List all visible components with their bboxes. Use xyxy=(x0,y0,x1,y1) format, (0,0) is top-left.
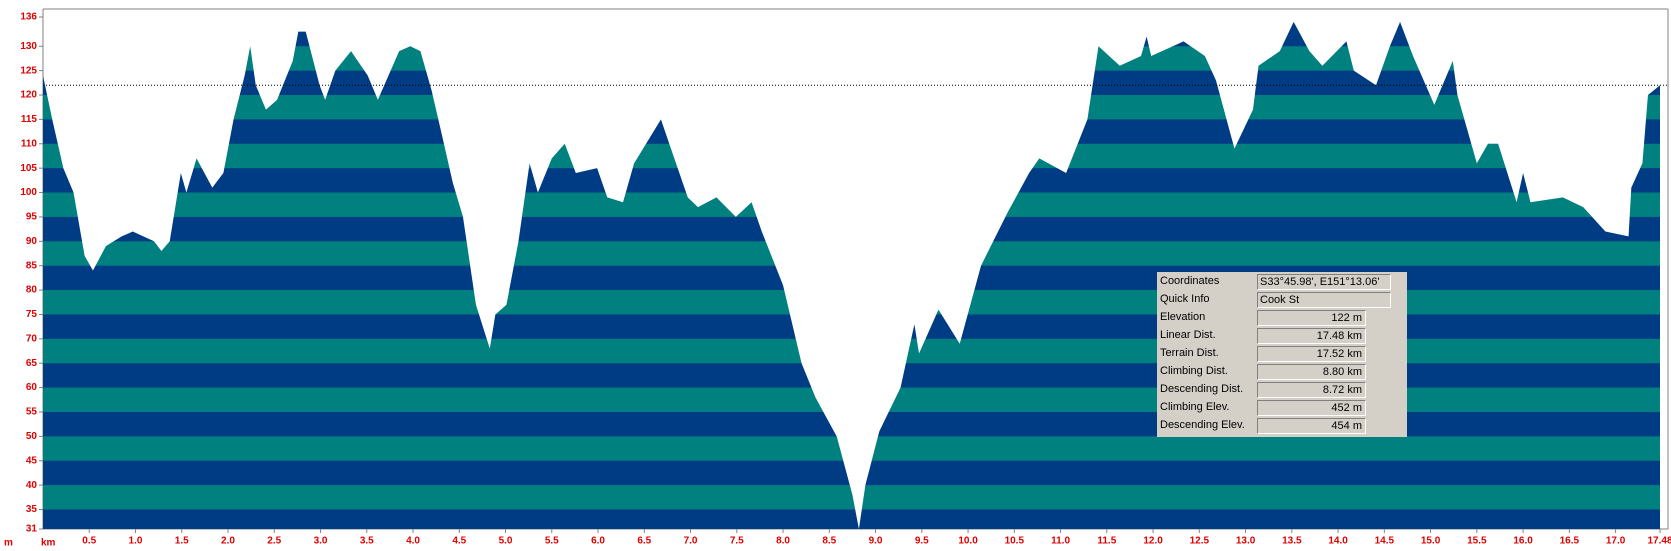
y-tick-label: 125 xyxy=(20,65,37,76)
info-value: Cook St xyxy=(1257,292,1391,308)
info-label: Quick Info xyxy=(1160,293,1210,305)
x-tick-label: 12.0 xyxy=(1143,536,1163,547)
x-tick-label: 10.0 xyxy=(958,536,978,547)
x-tick-label: 9.5 xyxy=(915,536,929,547)
info-label: Descending Dist. xyxy=(1160,383,1244,395)
y-tick-label: 136 xyxy=(20,12,37,23)
x-tick-label: 7.0 xyxy=(684,536,698,547)
info-row: Quick Info Cook St xyxy=(1157,291,1407,309)
info-row: Descending Dist. 8.72 km xyxy=(1157,381,1407,399)
x-tick-label: 5.0 xyxy=(499,536,513,547)
y-tick-label: 130 xyxy=(20,41,37,52)
y-tick-label: 85 xyxy=(26,260,38,271)
info-value: 17.52 km xyxy=(1257,346,1366,362)
info-label: Coordinates xyxy=(1160,275,1220,287)
y-tick-label: 90 xyxy=(26,236,38,247)
x-tick-label: 8.5 xyxy=(822,536,836,547)
y-tick-label: 115 xyxy=(21,114,38,125)
x-tick-label: 17.48 xyxy=(1647,536,1671,547)
y-tick-label: 120 xyxy=(20,90,37,101)
info-value: 8.80 km xyxy=(1257,364,1366,380)
info-label: Climbing Dist. xyxy=(1160,365,1228,377)
x-axis-label: km xyxy=(41,538,56,549)
x-tick-label: 6.0 xyxy=(591,536,605,547)
info-row: Linear Dist. 17.48 km xyxy=(1157,327,1407,345)
info-label: Elevation xyxy=(1160,311,1206,323)
x-tick-label: 16.5 xyxy=(1560,536,1580,547)
x-tick-label: 10.5 xyxy=(1005,536,1025,547)
x-tick-label: 11.0 xyxy=(1051,536,1070,547)
info-row: Climbing Dist. 8.80 km xyxy=(1157,363,1407,381)
info-panel: Coordinates S33°45.98', E151°13.06' Quick … xyxy=(1157,272,1407,437)
info-label: Descending Elev. xyxy=(1160,419,1245,431)
info-value: S33°45.98', E151°13.06' xyxy=(1257,274,1391,290)
x-tick-label: 15.0 xyxy=(1421,536,1441,547)
x-tick-label: 16.0 xyxy=(1513,536,1533,547)
info-label: Terrain Dist. xyxy=(1160,347,1219,359)
x-tick-label: 14.0 xyxy=(1328,536,1348,547)
x-tick-label: 15.5 xyxy=(1467,536,1487,547)
info-value: 17.48 km xyxy=(1257,328,1366,344)
x-tick-label: 4.5 xyxy=(452,536,466,547)
y-tick-label: 55 xyxy=(26,407,38,418)
y-tick-label: 60 xyxy=(26,382,38,393)
x-tick-label: 5.5 xyxy=(545,536,559,547)
info-label: Climbing Elev. xyxy=(1160,401,1230,413)
x-tick-label: 11.5 xyxy=(1097,536,1116,547)
y-tick-label: 95 xyxy=(26,212,38,223)
y-tick-label: 110 xyxy=(21,138,38,149)
info-row: Descending Elev. 454 m xyxy=(1157,417,1407,435)
y-tick-label: 31 xyxy=(26,524,38,535)
x-tick-label: 7.5 xyxy=(730,536,744,547)
x-tick-label: 1.5 xyxy=(175,536,189,547)
x-tick-label: 17.0 xyxy=(1606,536,1626,547)
x-tick-label: 13.5 xyxy=(1282,536,1302,547)
x-tick-label: 1.0 xyxy=(129,536,143,547)
info-row: Terrain Dist. 17.52 km xyxy=(1157,345,1407,363)
info-label: Linear Dist. xyxy=(1160,329,1216,341)
x-tick-label: 13.0 xyxy=(1236,536,1256,547)
x-tick-label: 6.5 xyxy=(637,536,651,547)
info-row: Climbing Elev. 452 m xyxy=(1157,399,1407,417)
info-value: 122 m xyxy=(1257,310,1366,326)
info-value: 8.72 km xyxy=(1257,382,1366,398)
info-value: 454 m xyxy=(1257,418,1366,434)
x-tick-label: 4.0 xyxy=(406,536,420,547)
x-tick-label: 3.5 xyxy=(360,536,374,547)
info-row: Coordinates S33°45.98', E151°13.06' xyxy=(1157,273,1407,291)
y-tick-label: 35 xyxy=(26,504,38,515)
x-tick-label: 2.0 xyxy=(221,536,235,547)
x-tick-label: 2.5 xyxy=(267,536,281,547)
x-tick-label: 0.5 xyxy=(82,536,96,547)
y-tick-label: 65 xyxy=(26,358,38,369)
x-tick-label: 8.0 xyxy=(776,536,790,547)
y-tick-label: 50 xyxy=(26,431,38,442)
x-tick-label: 12.5 xyxy=(1190,536,1210,547)
y-tick-label: 40 xyxy=(26,480,38,491)
y-tick-label: 100 xyxy=(20,187,37,198)
y-tick-label: 105 xyxy=(20,163,37,174)
y-tick-label: 80 xyxy=(26,285,38,296)
x-tick-label: 3.0 xyxy=(314,536,328,547)
y-tick-label: 45 xyxy=(26,455,38,466)
x-tick-label: 14.5 xyxy=(1375,536,1395,547)
elevation-area xyxy=(43,21,1660,529)
x-tick-label: 9.0 xyxy=(869,536,883,547)
y-tick-label: 75 xyxy=(26,309,38,320)
info-row: Elevation 122 m xyxy=(1157,309,1407,327)
y-axis-label: m xyxy=(4,538,13,549)
y-tick-label: 70 xyxy=(26,333,38,344)
info-value: 452 m xyxy=(1257,400,1366,416)
